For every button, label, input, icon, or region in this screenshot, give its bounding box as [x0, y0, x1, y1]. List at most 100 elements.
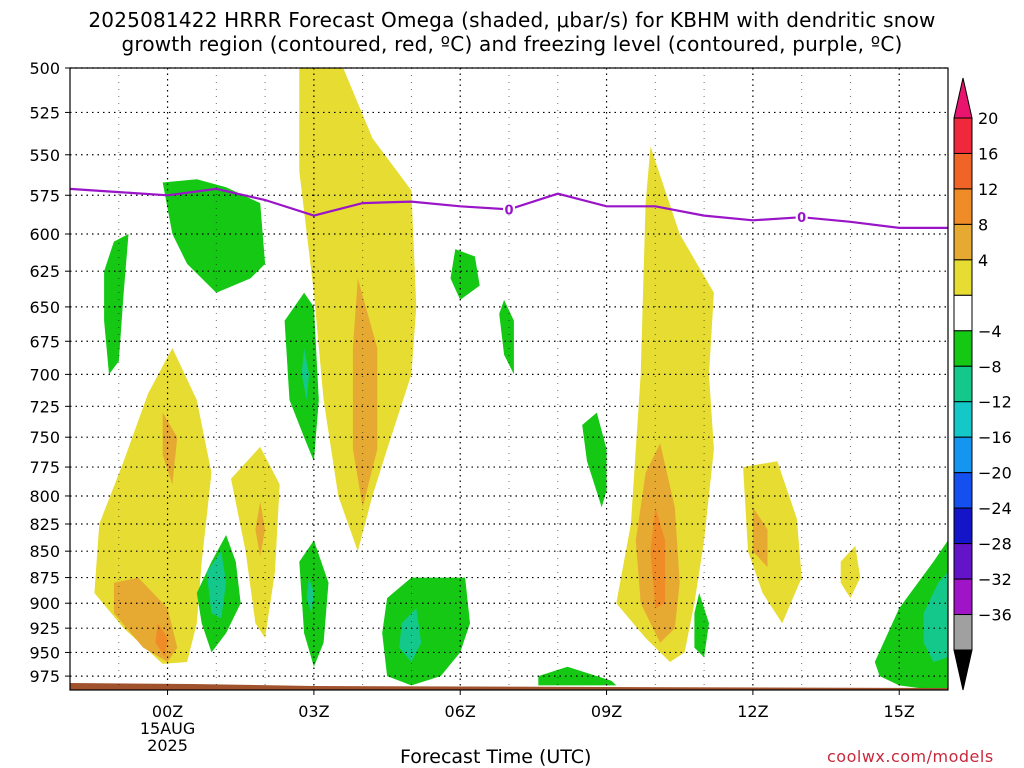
y-tick-label-500: 500 — [29, 59, 60, 78]
colorbar-label-4: 4 — [978, 251, 988, 270]
omega-region-neg-16 — [284, 292, 319, 462]
colorbar-segment-1 — [953, 152, 973, 190]
colorbar-segment-13 — [953, 578, 973, 616]
chart-title-line-2: growth region (contoured, red, ºC) and f… — [121, 32, 903, 56]
colorbar-segment-7 — [953, 365, 973, 403]
omega-region-pos-6 — [231, 446, 280, 638]
colorbar-label-5: −4 — [978, 322, 1002, 341]
colorbar-label-11: −28 — [978, 535, 1012, 554]
y-tick-label-750: 750 — [29, 428, 60, 447]
omega-region-pos-7 — [255, 501, 266, 557]
omega-region-neg-26 — [582, 412, 607, 508]
terrain-strip — [70, 683, 948, 690]
x-tick-label-15Z: 15Z — [884, 702, 915, 721]
colorbar-segment-11 — [953, 507, 973, 545]
y-tick-label-550: 550 — [29, 146, 60, 165]
y-tick-label-800: 800 — [29, 487, 60, 506]
colorbar-label-1: 16 — [978, 144, 998, 163]
omega-region-pos-12 — [752, 507, 768, 568]
y-tick-label-650: 650 — [29, 298, 60, 317]
y-tick-label-925: 925 — [29, 619, 60, 638]
colorbar-segment-14 — [953, 614, 973, 651]
x-date-label-1: 2025 — [147, 736, 188, 755]
y-tick-label-625: 625 — [29, 262, 60, 281]
chart-title-line-1: 2025081422 HRRR Forecast Omega (shaded, … — [88, 8, 936, 32]
omega-region-neg-30 — [923, 572, 948, 662]
colorbar-label-6: −8 — [978, 357, 1002, 376]
x-tick-label-09Z: 09Z — [591, 702, 622, 721]
colorbar-segment-2 — [953, 188, 973, 225]
omega-region-neg-25 — [499, 299, 514, 375]
freezing-label-bg — [795, 209, 808, 224]
colorbar-segment-9 — [953, 436, 973, 474]
y-tick-label-850: 850 — [29, 542, 60, 561]
colorbar-label-3: 8 — [978, 215, 988, 234]
freezing-level-label-1: 0 — [797, 211, 806, 226]
colorbar-segment-10 — [953, 472, 973, 509]
colorbar-label-10: −24 — [978, 499, 1012, 518]
x-tick-label-06Z: 06Z — [445, 702, 476, 721]
colorbar-segment-4 — [953, 259, 973, 296]
colorbar-label-12: −32 — [978, 570, 1012, 589]
chart-title: 2025081422 HRRR Forecast Omega (shaded, … — [0, 8, 1024, 56]
y-axis: 500 525 550 575 600 625 650 675 700 725 750 775 800 8… — [29, 59, 70, 686]
y-tick-label-975: 975 — [29, 667, 60, 686]
y-tick-label-700: 700 — [29, 365, 60, 384]
colorbar-label-7: −12 — [978, 393, 1012, 412]
colorbar-segment-12 — [953, 543, 973, 580]
y-tick-label-525: 525 — [29, 103, 60, 122]
plot-border — [69, 67, 949, 691]
colorbar-bottom-arrow — [953, 649, 973, 691]
x-tick-label-03Z: 03Z — [298, 702, 329, 721]
colorbar-label-2: 12 — [978, 180, 998, 199]
freezing-level-label-0: 0 — [504, 203, 513, 218]
omega-region-neg-19 — [206, 551, 227, 619]
colorbar-label-9: −20 — [978, 464, 1012, 483]
omega-region-pos-5 — [155, 623, 168, 658]
x-date-label-0: 15AUG — [140, 719, 195, 738]
colorbar-top-arrow — [953, 77, 973, 119]
grid-layer — [70, 67, 949, 690]
plot-frame — [69, 67, 949, 691]
colorbar-segment-6 — [953, 330, 973, 367]
y-tick-label-775: 775 — [29, 458, 60, 477]
y-tick-label-675: 675 — [29, 332, 60, 351]
y-tick-label-600: 600 — [29, 225, 60, 244]
omega-region-neg-14 — [162, 179, 266, 293]
colorbar-label-13: −36 — [978, 606, 1012, 625]
omega-region-neg-15 — [104, 234, 129, 375]
colorbar-segment-5 — [953, 294, 973, 332]
omega-region-neg-21 — [306, 577, 314, 614]
colorbar-label-8: −16 — [978, 428, 1012, 447]
omega-region-pos-11 — [743, 461, 802, 624]
omega-shading-layer — [70, 68, 948, 690]
credit-link[interactable]: coolwx.com/models — [827, 747, 994, 766]
freezing-label-bg — [503, 201, 515, 216]
freezing-level-layer: 00 — [69, 187, 948, 229]
x-tick-label-00Z: 00Z — [152, 702, 183, 721]
terrain-layer — [70, 683, 948, 690]
colorbar-segment-8 — [953, 401, 973, 438]
omega-region-neg-24 — [450, 249, 480, 300]
omega-region-pos-10 — [650, 507, 666, 609]
y-tick-label-950: 950 — [29, 643, 60, 662]
y-tick-label-725: 725 — [29, 397, 60, 416]
omega-region-neg-23 — [399, 608, 422, 662]
omega-region-pos-1 — [352, 278, 378, 508]
omega-region-pos-3 — [162, 412, 178, 485]
omega-region-neg-22 — [382, 577, 470, 686]
x-axis-label: Forecast Time (UTC) — [400, 746, 592, 768]
y-tick-label-575: 575 — [29, 186, 60, 205]
y-tick-label-875: 875 — [29, 569, 60, 588]
x-tick-label-12Z: 12Z — [737, 702, 768, 721]
omega-region-neg-17 — [301, 348, 309, 400]
y-tick-label-825: 825 — [29, 515, 60, 534]
colorbar-label-0: 20 — [978, 109, 998, 128]
omega-region-neg-27 — [694, 593, 709, 658]
colorbar-segment-0 — [953, 117, 973, 154]
colorbar: 20 16 12 8 4 −4 −8 −12 −16 −20 −24 −28 −32 −36 — [953, 77, 1012, 691]
omega-region-neg-20 — [299, 540, 329, 667]
y-tick-label-900: 900 — [29, 594, 60, 613]
